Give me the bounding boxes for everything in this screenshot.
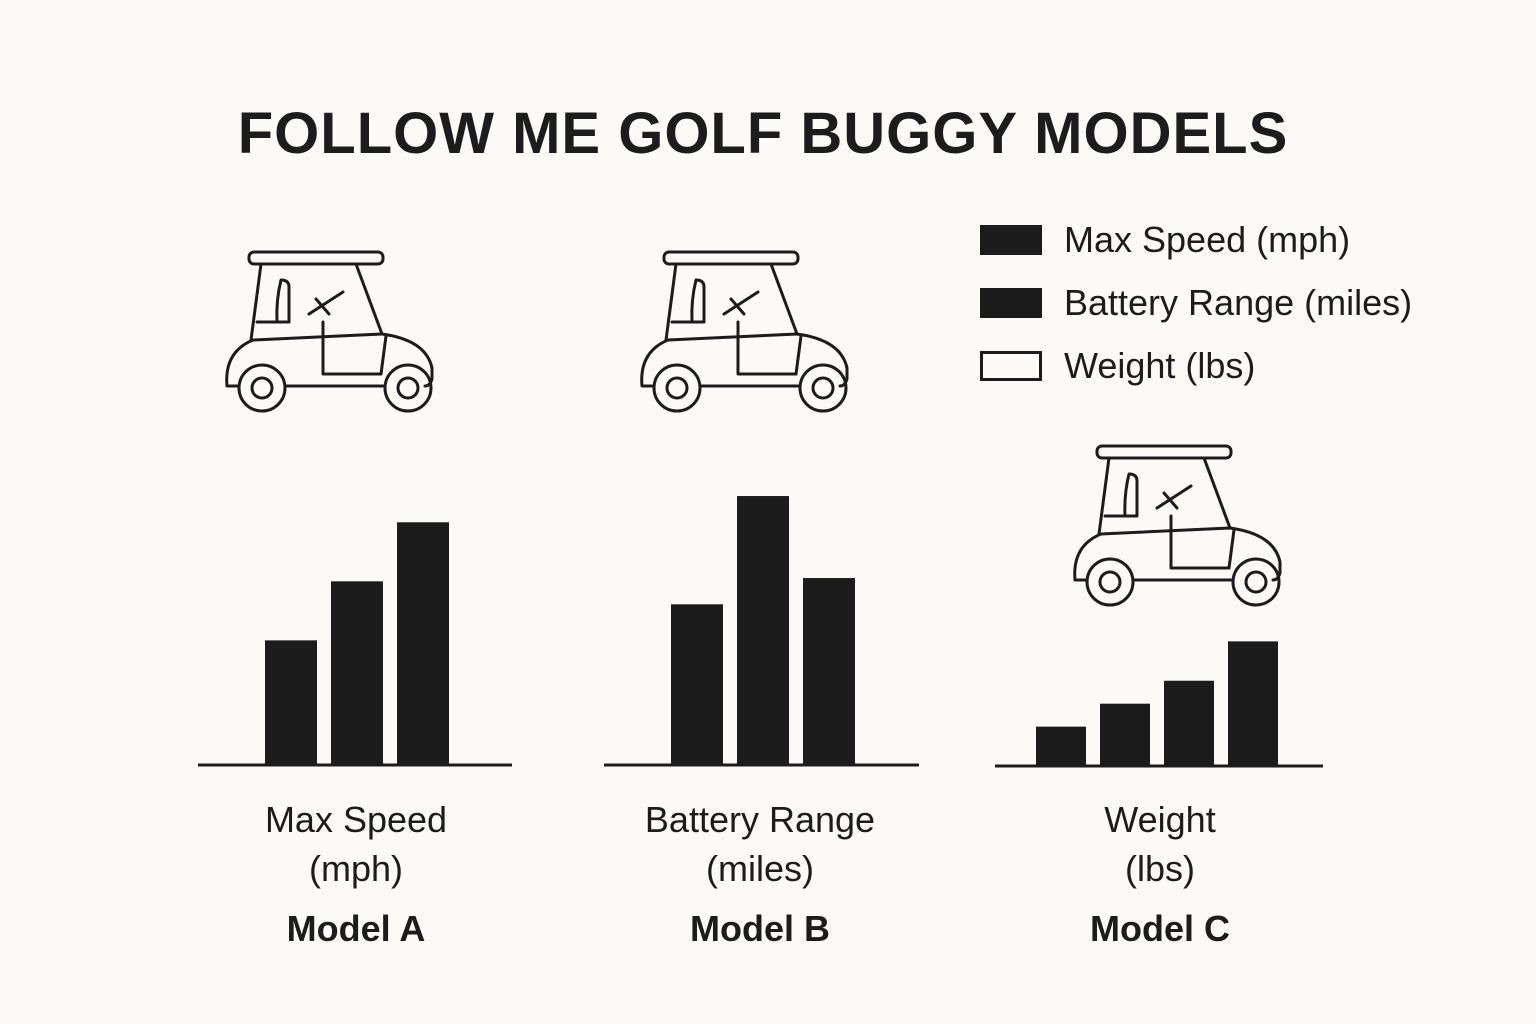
legend-swatch-max-speed: [980, 225, 1042, 255]
bar-group-2: [604, 250, 919, 767]
bar-group-1: [198, 250, 512, 767]
bar: [331, 581, 383, 765]
category-label-line2: (miles): [706, 848, 814, 889]
category-label: Battery Range (miles): [600, 795, 920, 893]
bar: [1100, 703, 1150, 766]
category-label: Max Speed (mph): [196, 795, 516, 893]
legend: Max Speed (mph) Battery Range (miles) We…: [980, 219, 1413, 409]
bar: [803, 578, 855, 765]
golf-cart-icon: [1073, 444, 1282, 607]
category-label-line1: Weight: [1104, 799, 1216, 840]
golf-cart-icon: [640, 250, 849, 413]
legend-label-battery-range: Battery Range (miles): [1064, 282, 1413, 323]
legend-swatch-weight: [980, 351, 1042, 381]
bar: [1164, 680, 1214, 766]
bar: [737, 496, 789, 765]
legend-item-weight: Weight (lbs): [980, 345, 1412, 386]
category-label: Weight (lbs): [1000, 795, 1320, 893]
golf-cart-icon: [225, 250, 434, 413]
category-label-line2: (mph): [308, 848, 403, 889]
model-label: Model C: [1090, 908, 1230, 949]
bar: [397, 522, 449, 765]
model-label: Model B: [690, 908, 830, 949]
legend-item-max-speed: Max Speed (mph): [980, 219, 1412, 260]
bar: [1228, 641, 1278, 766]
legend-item-battery-range: Battery Range (miles): [980, 282, 1413, 323]
category-label-line1: Max Speed: [264, 799, 448, 840]
bar: [1036, 726, 1086, 766]
bar: [265, 640, 317, 765]
category-label-line2: (lbs): [1125, 848, 1195, 889]
category-label-line1: Battery Range: [644, 799, 876, 840]
legend-label-max-speed: Max Speed (mph): [1064, 219, 1351, 260]
legend-swatch-battery-range: [980, 288, 1042, 318]
model-label: Model A: [286, 908, 426, 949]
bar-group-3: [995, 444, 1323, 768]
legend-label-weight: Weight (lbs): [1064, 345, 1256, 386]
chart-title: FOLLOW ME GOLF BUGGY MODELS: [237, 101, 1289, 166]
bar: [671, 604, 723, 765]
